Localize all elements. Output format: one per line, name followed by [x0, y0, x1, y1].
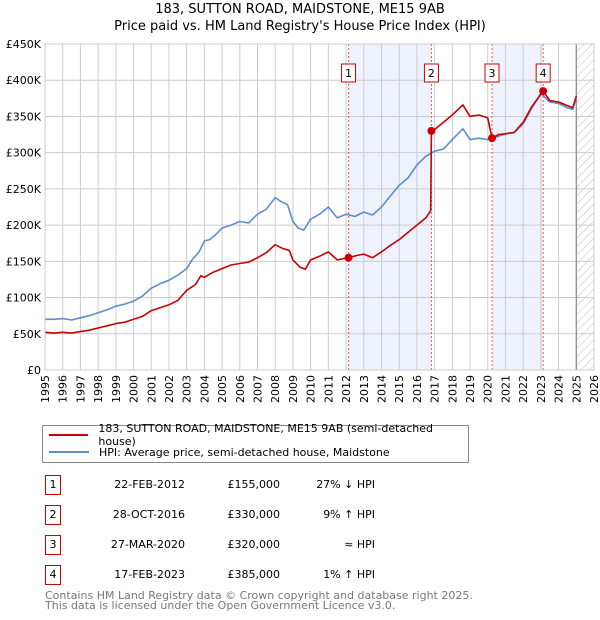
- y-tick-label: £300K: [6, 147, 42, 160]
- transaction-marker: 2: [45, 505, 61, 525]
- transaction-row: 3 27-MAR-2020 £320,000 ≈ HPI: [45, 535, 485, 555]
- x-tick-label: 2003: [181, 375, 194, 403]
- x-tick-label: 2021: [499, 375, 512, 403]
- transaction-price: £155,000: [227, 478, 281, 491]
- x-tick-label: 1996: [57, 375, 70, 403]
- transaction-marker: 3: [45, 535, 61, 555]
- x-tick-label: 2017: [429, 375, 442, 403]
- sale-point: [427, 126, 436, 135]
- chart-title: 183, SUTTON ROAD, MAIDSTONE, ME15 9AB: [155, 2, 445, 17]
- transaction-price: £330,000: [227, 508, 281, 521]
- x-tick-label: 2024: [553, 375, 566, 403]
- x-tick-label: 2015: [393, 375, 406, 403]
- y-tick-label: £200K: [6, 219, 42, 232]
- legend-item-hpi: HPI: Average price, semi-detached house,…: [43, 444, 390, 460]
- x-tick-label: 2009: [287, 375, 300, 403]
- sale-period-shade: [348, 44, 432, 370]
- y-tick-label: £400K: [6, 74, 42, 87]
- legend: 183, SUTTON ROAD, MAIDSTONE, ME15 9AB (s…: [42, 422, 469, 463]
- sale-label: 2: [428, 67, 435, 80]
- x-tick-label: 2020: [482, 375, 495, 403]
- transaction-hpi-diff: 27% ↓ HPI: [316, 478, 375, 491]
- x-tick-label: 2004: [198, 375, 211, 403]
- y-tick-label: £0: [27, 364, 41, 377]
- x-tick-label: 2011: [322, 375, 335, 403]
- transaction-date: 28-OCT-2016: [112, 508, 185, 521]
- sale-label: 1: [345, 67, 352, 80]
- y-tick-label: £250K: [6, 183, 42, 196]
- price-chart: £0 £50K £100K £150K £200K £250K £300K £350K £400…: [6, 38, 600, 403]
- sale-label-box: [535, 63, 551, 83]
- plot-border: [44, 43, 595, 371]
- transaction-price: £320,000: [227, 538, 281, 551]
- transaction-price: £385,000: [227, 568, 281, 581]
- y-tick-label: £100K: [6, 292, 42, 305]
- transaction-date: 27-MAR-2020: [110, 538, 185, 551]
- transaction-row: 4 17-FEB-2023 £385,000 1% ↑ HPI: [45, 565, 485, 585]
- sale-point: [539, 87, 548, 96]
- x-tick-label: 2008: [269, 375, 282, 403]
- sale-label: 3: [488, 67, 495, 80]
- y-tick-label: £50K: [13, 328, 42, 341]
- x-tick-label: 2025: [570, 375, 583, 403]
- transaction-row: 2 28-OCT-2016 £330,000 9% ↑ HPI: [45, 505, 485, 525]
- sale-period-shade: [491, 44, 544, 370]
- transaction-marker: 4: [45, 565, 61, 585]
- x-tick-label: 2010: [305, 375, 318, 403]
- sale-label-box: [341, 63, 357, 83]
- legend-label-hpi: HPI: Average price, semi-detached house,…: [99, 445, 390, 459]
- x-tick-label: 2019: [464, 375, 477, 403]
- x-tick-label: 2013: [358, 375, 371, 403]
- transaction-hpi-diff: 1% ↑ HPI: [323, 568, 375, 581]
- x-tick-label: 2014: [375, 375, 388, 403]
- sale-label-box: [484, 63, 500, 83]
- legend-swatch-hpi: [49, 451, 89, 453]
- forecast-hatch: [576, 44, 594, 370]
- transaction-row: 1 22-FEB-2012 £155,000 27% ↓ HPI: [45, 475, 485, 495]
- transaction-hpi-diff: ≈ HPI: [344, 538, 375, 551]
- x-tick-label: 2005: [216, 375, 229, 403]
- x-tick-label: 1995: [39, 375, 52, 403]
- x-tick-label: 2023: [535, 375, 548, 403]
- x-tick-label: 2012: [340, 375, 353, 403]
- chart-subtitle: Price paid vs. HM Land Registry's House …: [114, 19, 486, 34]
- x-tick-label: 2016: [411, 375, 424, 403]
- x-tick-label: 2026: [588, 375, 600, 403]
- x-tick-label: 2022: [517, 375, 530, 403]
- y-tick-label: £350K: [6, 110, 42, 123]
- footer-licence: This data is licensed under the Open Gov…: [45, 599, 396, 612]
- x-tick-label: 1997: [74, 375, 87, 403]
- x-tick-label: 2018: [446, 375, 459, 403]
- y-tick-label: £150K: [6, 255, 42, 268]
- legend-label-property: 183, SUTTON ROAD, MAIDSTONE, ME15 9AB (s…: [98, 422, 433, 448]
- footer-copyright: Contains HM Land Registry data © Crown c…: [45, 589, 473, 602]
- x-tick-label: 2000: [128, 375, 141, 403]
- legend-item-property: 183, SUTTON ROAD, MAIDSTONE, ME15 9AB (s…: [43, 422, 468, 448]
- transaction-hpi-diff: 9% ↑ HPI: [323, 508, 375, 521]
- y-tick-label: £450K: [6, 38, 42, 51]
- x-tick-label: 1999: [110, 375, 123, 403]
- sale-point: [344, 253, 353, 262]
- x-tick-label: 2007: [252, 375, 265, 403]
- sale-label: 4: [540, 67, 547, 80]
- transaction-date: 17-FEB-2023: [114, 568, 185, 581]
- x-tick-label: 1998: [92, 375, 105, 403]
- transaction-marker: 1: [45, 475, 61, 495]
- legend-swatch-property: [49, 434, 89, 436]
- sale-label-box: [423, 63, 439, 83]
- transaction-date: 22-FEB-2012: [114, 478, 185, 491]
- x-tick-label: 2001: [145, 375, 158, 403]
- sale-point: [487, 134, 496, 143]
- x-tick-label: 2006: [234, 375, 247, 403]
- x-tick-label: 2002: [163, 375, 176, 403]
